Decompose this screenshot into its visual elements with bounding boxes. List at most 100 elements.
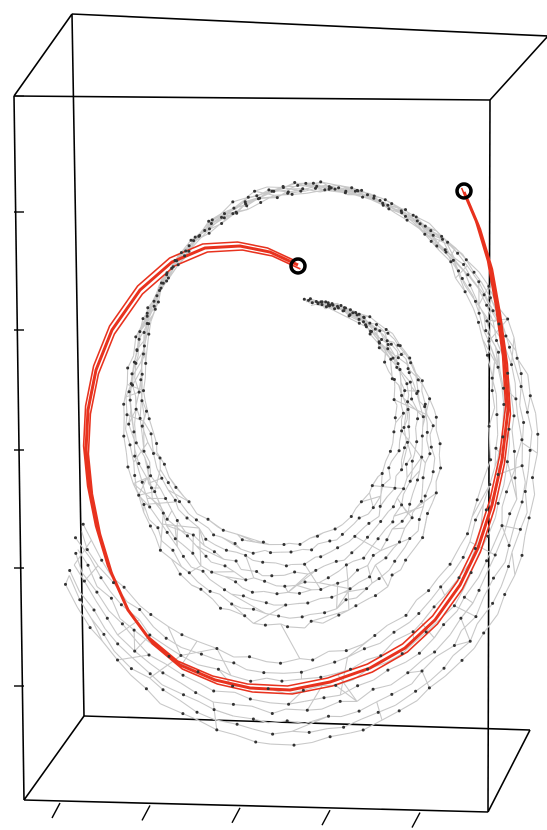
graph-node (310, 548, 314, 552)
graph-edge (480, 281, 491, 298)
graph-node (520, 500, 524, 504)
graph-edge (434, 634, 451, 653)
graph-edge (231, 593, 244, 597)
graph-edge (408, 426, 411, 437)
graph-node (207, 219, 211, 223)
graph-edge (196, 519, 209, 529)
graph-edge (299, 658, 313, 661)
graph-edge (198, 527, 205, 546)
graph-node (142, 344, 146, 348)
graph-node (323, 611, 327, 615)
graph-edge (147, 441, 154, 454)
graph-edge (358, 701, 377, 712)
graph-node (344, 563, 348, 567)
graph-node (362, 315, 366, 319)
graph-node (419, 499, 423, 503)
graph-edge (194, 213, 225, 238)
graph-node (310, 301, 314, 305)
graph-edge (311, 609, 350, 622)
graph-edge (233, 571, 247, 581)
graph-edge (128, 409, 132, 425)
graph-node (333, 187, 337, 191)
graph-edge (380, 640, 395, 657)
graph-node (150, 486, 153, 490)
graph-node (324, 300, 328, 304)
graph-node (333, 527, 337, 531)
graph-edge (459, 533, 468, 547)
graph-edge (456, 596, 465, 612)
graph-node (446, 240, 450, 244)
graph-edge (407, 368, 417, 377)
graph-edge (398, 527, 406, 543)
graph-node (473, 547, 477, 550)
graph-node (187, 571, 191, 575)
graph-edge (417, 391, 420, 402)
graph-node (496, 473, 500, 476)
graph-node (149, 474, 153, 478)
graph-edge (393, 399, 428, 416)
graph-node (374, 594, 377, 598)
graph-node (135, 349, 139, 352)
graph-node (231, 200, 235, 204)
graph-node (487, 424, 491, 428)
graph-node (215, 728, 219, 732)
graph-edge (421, 380, 423, 391)
graph-node (336, 581, 340, 585)
graph-edge (167, 625, 183, 636)
graph-edge (436, 236, 443, 247)
graph-edge (166, 510, 173, 520)
graph-node (174, 485, 178, 489)
graph-node (137, 462, 141, 465)
graph-edge (368, 515, 380, 524)
graph-node (145, 311, 149, 315)
graph-node (86, 563, 90, 567)
graph-edge (502, 404, 505, 418)
graph-node (234, 580, 238, 584)
graph-edge (297, 602, 308, 605)
graph-edge (409, 493, 414, 505)
graph-node (140, 372, 144, 376)
graph-edge (284, 571, 295, 576)
graph-node (127, 422, 131, 426)
graph-edge (100, 577, 111, 592)
box-edge-bottom-left-diag (23, 715, 85, 801)
graph-edge (363, 544, 374, 559)
graph-edge (422, 513, 429, 538)
graph-edge (149, 634, 167, 647)
graph-edge (396, 367, 403, 376)
graph-edge (415, 418, 419, 428)
graph-node (160, 476, 164, 480)
graph-node (484, 508, 488, 512)
graph-edge (136, 640, 150, 656)
graph-node (240, 538, 244, 542)
graph-edge (489, 447, 492, 460)
graph-node (368, 315, 372, 319)
graph-edge (431, 492, 437, 503)
graph-edge (179, 501, 189, 514)
graph-edge (326, 306, 360, 324)
graph-node (142, 449, 146, 453)
graph-node (212, 533, 216, 537)
graph-edge (77, 549, 89, 566)
graph-node (435, 244, 439, 248)
graph-node (528, 394, 532, 398)
graph-node (246, 195, 250, 199)
graph-edge (378, 569, 390, 580)
graph-node (389, 342, 393, 346)
graph-edge (181, 543, 194, 554)
graph-node (496, 365, 500, 369)
graph-node (133, 649, 137, 653)
graph-node (431, 470, 435, 474)
graph-node (429, 239, 433, 243)
graph-node (270, 189, 274, 193)
graph-edge (391, 569, 401, 576)
graph-node (408, 380, 412, 384)
graph-edge (179, 573, 193, 586)
graph-edge (265, 623, 281, 626)
graph-node (220, 222, 224, 225)
graph-edge (212, 701, 218, 730)
graph-edge (153, 626, 167, 639)
graph-edge (149, 506, 163, 525)
graph-node (311, 658, 315, 662)
graph-node (275, 592, 279, 596)
